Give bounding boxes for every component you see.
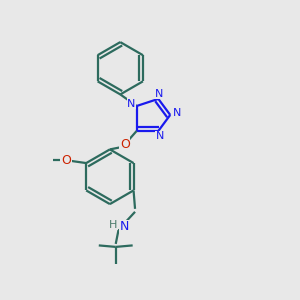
Text: N: N [156, 131, 164, 141]
Text: N: N [155, 88, 164, 98]
Text: N: N [120, 220, 129, 233]
Text: N: N [172, 108, 181, 118]
Text: N: N [127, 99, 136, 109]
Text: O: O [120, 138, 130, 151]
Text: H: H [109, 220, 118, 230]
Text: O: O [61, 154, 71, 166]
